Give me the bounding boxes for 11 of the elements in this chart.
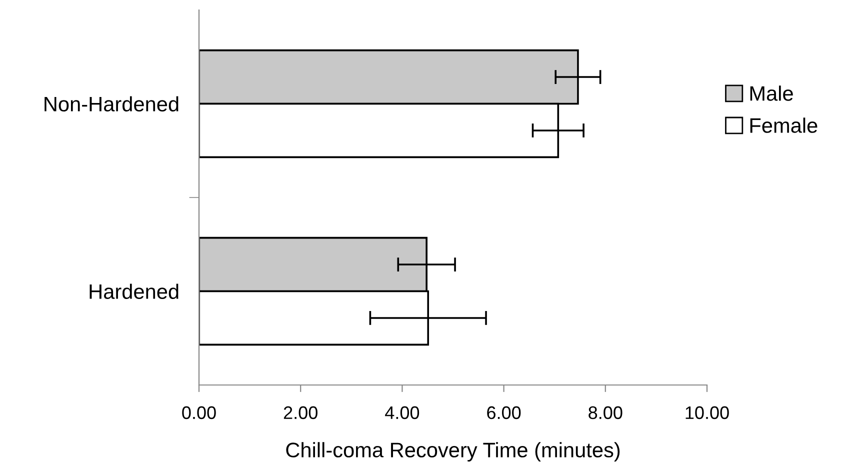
x-tick-label: 10.00 xyxy=(686,406,729,420)
legend-label: Female xyxy=(750,118,818,133)
x-tick-label: 4.00 xyxy=(385,406,420,420)
legend-label: Male xyxy=(750,86,793,101)
x-tick-label: 8.00 xyxy=(588,406,622,420)
x-tick-label: 2.00 xyxy=(284,406,318,420)
y-tick-label: Non-Hardened xyxy=(44,96,178,112)
x-tick-label: 0.00 xyxy=(182,406,216,420)
y-tick-label: Hardened xyxy=(90,284,178,300)
x-tick-label: 6.00 xyxy=(487,406,521,420)
x-axis-title: Chill-coma Recovery Time (minutes) xyxy=(286,442,620,462)
